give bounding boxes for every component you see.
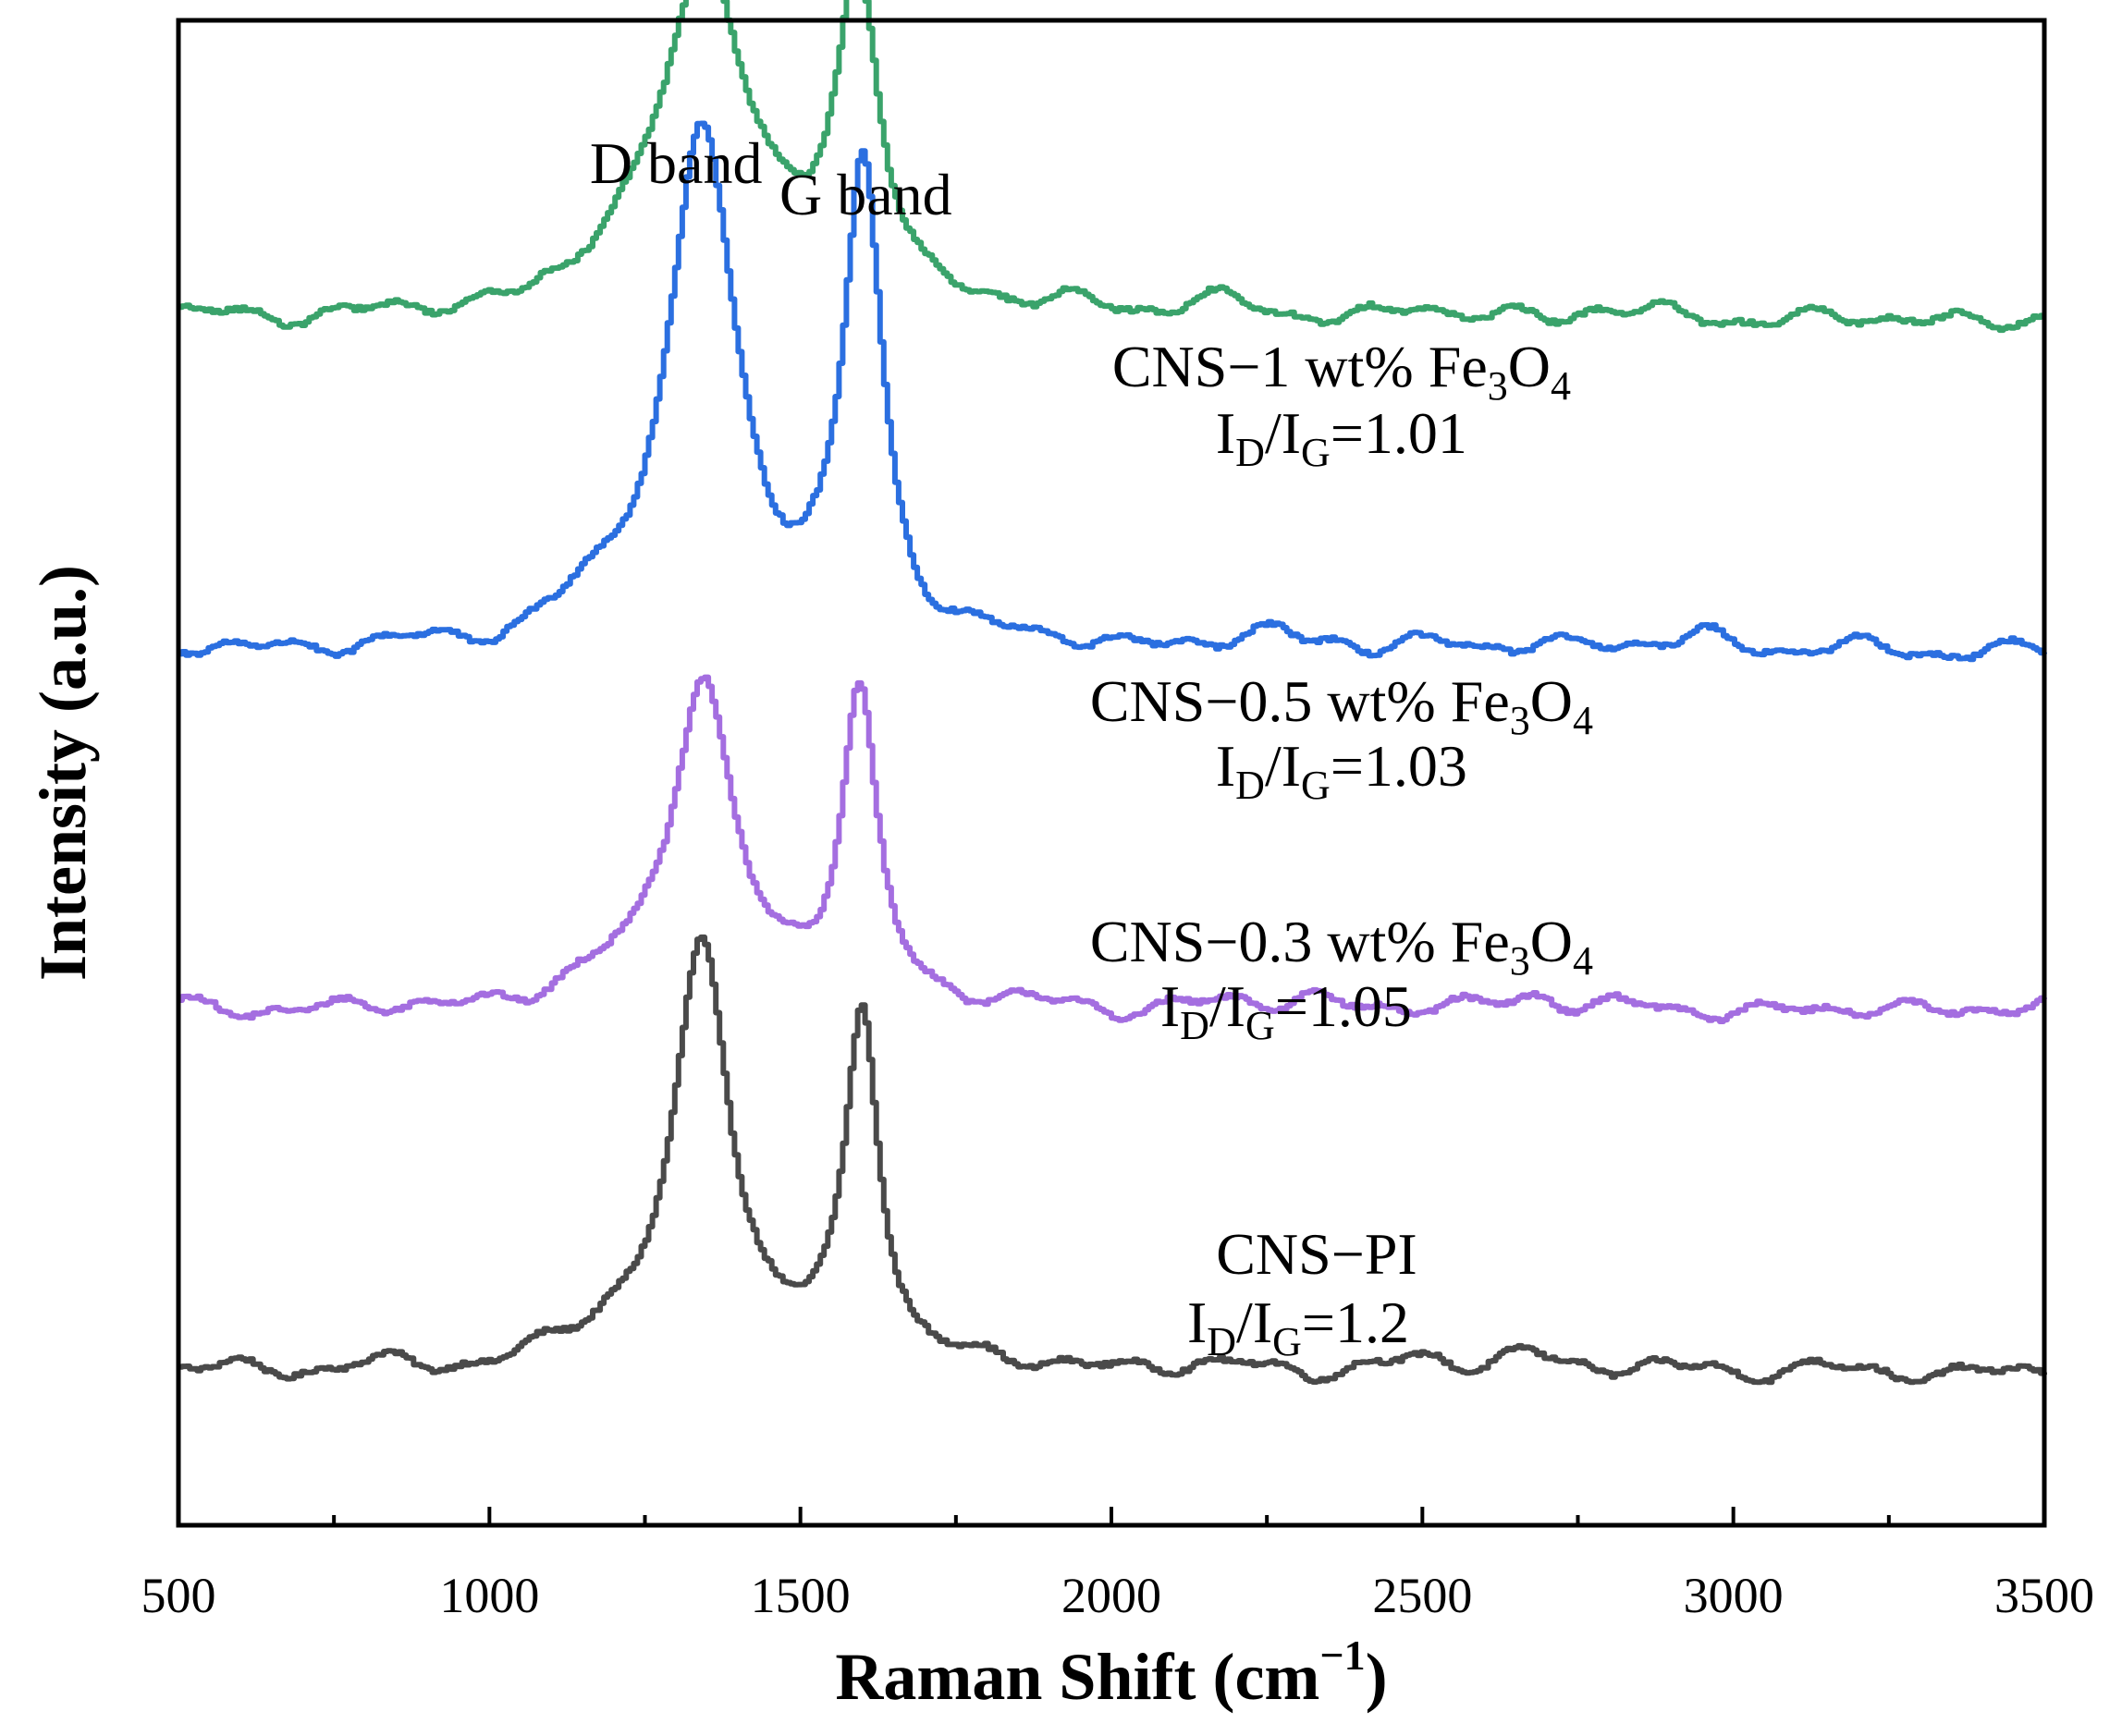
x-axis-title-close: ) <box>1366 1640 1388 1714</box>
series-ratio-label: ID/IG=1.01 <box>1216 400 1467 475</box>
x-tick-label: 500 <box>141 1568 216 1623</box>
series-name-label: CNS−1 wt% Fe3O4 <box>1112 334 1571 409</box>
spectrum-line <box>178 674 2047 1024</box>
series-ratio-label: ID/IG=1.05 <box>1160 973 1412 1048</box>
series-ratio-label: ID/IG=1.2 <box>1187 1290 1409 1364</box>
x-axis-title-main: Raman Shift (cm <box>835 1640 1319 1714</box>
d-band-annotation: D band <box>590 130 763 196</box>
spectrum-curves <box>178 0 2047 1386</box>
series-ratio-label: ID/IG=1.03 <box>1216 733 1467 808</box>
x-tick-label: 1000 <box>439 1568 539 1623</box>
x-axis-ticks <box>177 1507 2046 1525</box>
y-axis-title: Intensity (a.u.) <box>26 565 100 981</box>
x-axis-title-exponent: −1 <box>1319 1632 1365 1679</box>
spectrum-line <box>178 0 2044 334</box>
x-tick-label: 3500 <box>1994 1568 2094 1623</box>
spectrum-line <box>178 120 2047 663</box>
x-tick-label: 1500 <box>751 1568 851 1623</box>
x-axis-title: Raman Shift (cm−1) <box>835 1632 1387 1714</box>
x-tick-label: 3000 <box>1684 1568 1784 1623</box>
series-name-label: CNS−PI <box>1216 1221 1417 1287</box>
series-name-label: CNS−0.3 wt% Fe3O4 <box>1090 909 1593 984</box>
plot-frame <box>176 18 2047 1528</box>
x-tick-label: 2500 <box>1372 1568 1472 1623</box>
spectrum-line <box>178 934 2047 1386</box>
series-name-label: CNS−0.5 wt% Fe3O4 <box>1090 668 1593 743</box>
x-tick-label: 2000 <box>1061 1568 1161 1623</box>
g-band-annotation: G band <box>779 162 952 227</box>
x-axis-tick-labels: 500 1000 1500 2000 2500 3000 3500 <box>141 1568 2095 1623</box>
